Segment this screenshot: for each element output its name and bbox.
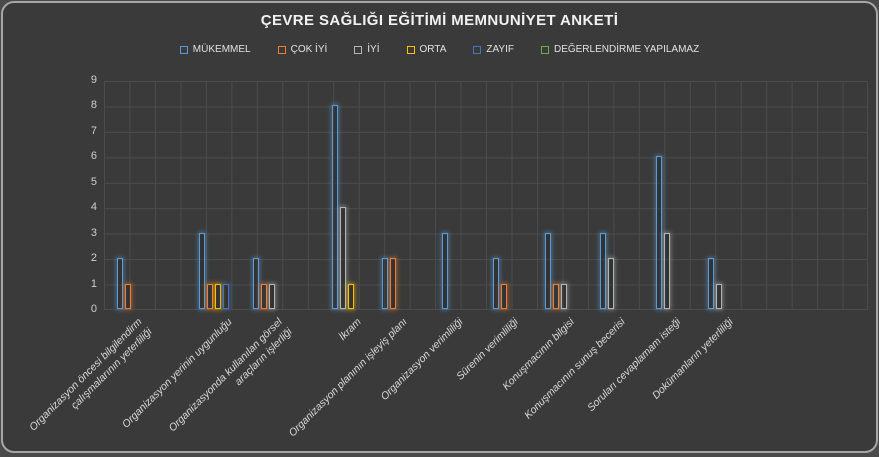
legend-label: İYİ bbox=[367, 44, 380, 55]
x-category-label: Organizasyonda kullanılan görsel araçlar… bbox=[166, 316, 295, 435]
y-tick-label: 9 bbox=[90, 74, 97, 86]
bar-group bbox=[382, 258, 396, 309]
bar bbox=[117, 258, 123, 309]
legend-label: ZAYIF bbox=[486, 44, 514, 55]
legend-item-6[interactable]: DEĞERLENDİRME YAPILAMAZ bbox=[540, 44, 700, 55]
bar bbox=[545, 232, 551, 309]
x-category-label: Konuşmacının sunuş becerisi bbox=[522, 316, 628, 422]
y-tick-label: 1 bbox=[90, 277, 97, 290]
bar bbox=[269, 283, 275, 309]
bar bbox=[493, 258, 499, 309]
bar bbox=[253, 258, 259, 309]
y-tick-label: 4 bbox=[90, 201, 97, 214]
bar bbox=[332, 105, 338, 309]
chart-title: ÇEVRE SAĞLIĞI EĞİTİMİ MEMNUNİYET ANKETİ bbox=[260, 12, 619, 29]
bar bbox=[501, 283, 507, 309]
legend-item-2[interactable]: ÇOK İYİ bbox=[277, 44, 328, 55]
bar bbox=[125, 283, 131, 309]
legend-item-4[interactable]: ORTA bbox=[406, 44, 447, 55]
y-tick-label: 6 bbox=[90, 150, 97, 163]
y-tick-label: 7 bbox=[90, 124, 97, 137]
bar-group bbox=[600, 232, 614, 309]
x-category-label: Dokümanların yeterliliği bbox=[649, 316, 736, 402]
x-category-label: Organizasyon öncesi bilgilendirm çalışma… bbox=[27, 316, 155, 434]
y-tick-label: 0 bbox=[90, 303, 97, 315]
x-category-label: Organizasyon verimliliği bbox=[378, 316, 466, 403]
legend-swatch-icon bbox=[540, 45, 549, 54]
bar bbox=[348, 283, 354, 309]
bar bbox=[656, 156, 662, 309]
y-tick-label: 3 bbox=[90, 226, 97, 239]
legend-label: ÇOK İYİ bbox=[290, 44, 328, 55]
legend-label: MÜKEMMEL bbox=[192, 44, 251, 55]
bar bbox=[708, 258, 714, 309]
legend-item-5[interactable]: ZAYIF bbox=[473, 44, 514, 55]
legend-swatch-icon bbox=[277, 45, 286, 54]
bar-group bbox=[442, 232, 448, 309]
x-category-label: Soruları cevaplamam isteği bbox=[585, 316, 684, 415]
bar bbox=[207, 283, 213, 309]
bar-group bbox=[253, 258, 275, 309]
y-tick-label: 8 bbox=[90, 99, 97, 112]
bar-group bbox=[199, 232, 229, 309]
legend-swatch-icon bbox=[354, 45, 363, 54]
bar-group bbox=[117, 258, 131, 309]
legend-label: ORTA bbox=[419, 44, 447, 55]
bar bbox=[608, 258, 614, 309]
bar-group bbox=[708, 258, 722, 309]
bar bbox=[716, 283, 722, 309]
y-tick-label: 2 bbox=[90, 252, 97, 265]
bar bbox=[199, 232, 205, 309]
legend-swatch-icon bbox=[473, 45, 482, 54]
bar bbox=[215, 283, 221, 309]
bar bbox=[223, 283, 229, 309]
x-category-label: İkram bbox=[336, 316, 364, 344]
bar bbox=[553, 283, 559, 309]
bar-group bbox=[545, 232, 567, 309]
y-tick-label: 5 bbox=[90, 175, 97, 188]
legend-item-3[interactable]: İYİ bbox=[354, 44, 380, 55]
x-category-label: Organizasyon yerinin uygunluğu bbox=[119, 316, 235, 431]
bar bbox=[664, 232, 670, 309]
chart-legend: MÜKEMMEL ÇOK İYİ İYİ ORTA ZAYIF DEĞERLENDİRME… bbox=[3, 44, 876, 55]
legend-swatch-icon bbox=[179, 45, 188, 54]
bar bbox=[442, 232, 448, 309]
bar-group bbox=[332, 105, 354, 309]
bar bbox=[561, 283, 567, 309]
bar-group bbox=[493, 258, 507, 309]
x-category-label: Konuşmacının bilgisi bbox=[499, 316, 577, 393]
bar bbox=[600, 232, 606, 309]
bar-group bbox=[656, 156, 670, 309]
legend-label: DEĞERLENDİRME YAPILAMAZ bbox=[553, 44, 700, 55]
x-category-label: Organizasyon planının işleyiş planı bbox=[286, 316, 410, 440]
legend-item-1[interactable]: MÜKEMMEL bbox=[179, 44, 251, 55]
x-category-label: Sürenin verimliliği bbox=[453, 316, 521, 383]
bar bbox=[390, 258, 396, 309]
bar bbox=[261, 283, 267, 309]
bar bbox=[382, 258, 388, 309]
chart-plot-area[interactable] bbox=[104, 81, 868, 310]
bar bbox=[340, 207, 346, 309]
legend-swatch-icon bbox=[406, 45, 415, 54]
